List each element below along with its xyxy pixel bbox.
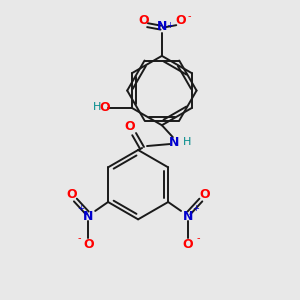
Text: O: O bbox=[200, 188, 210, 201]
Text: N: N bbox=[157, 20, 167, 33]
Text: +: + bbox=[77, 204, 84, 213]
Text: H: H bbox=[93, 102, 101, 112]
Text: O: O bbox=[138, 14, 149, 27]
Text: O: O bbox=[125, 120, 136, 133]
Text: O: O bbox=[66, 188, 77, 201]
Text: -: - bbox=[78, 233, 81, 243]
Text: +: + bbox=[192, 204, 199, 213]
Text: H: H bbox=[182, 137, 191, 147]
Text: O: O bbox=[183, 238, 193, 251]
Text: O: O bbox=[99, 101, 110, 114]
Text: -: - bbox=[188, 11, 191, 21]
Text: O: O bbox=[175, 14, 185, 27]
Text: N: N bbox=[183, 210, 193, 224]
Text: +: + bbox=[166, 21, 173, 30]
Text: -: - bbox=[196, 233, 200, 243]
Text: N: N bbox=[169, 136, 179, 148]
Text: N: N bbox=[83, 210, 94, 224]
Text: O: O bbox=[83, 238, 94, 251]
